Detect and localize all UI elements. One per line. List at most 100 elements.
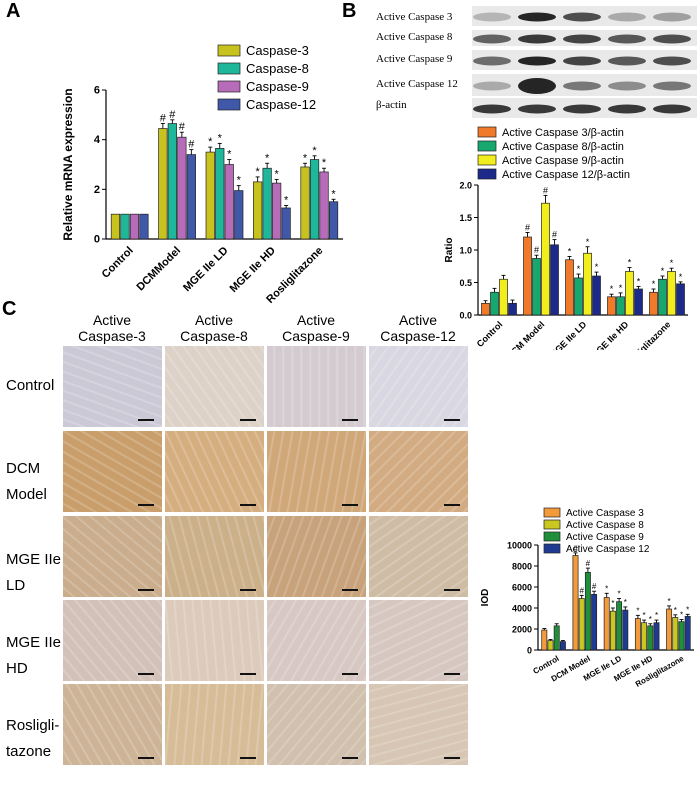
significance-mark: * [611, 599, 614, 608]
bar [541, 202, 550, 316]
panel-label-b: B [342, 0, 357, 22]
ihc-micrograph [63, 516, 162, 597]
bar [177, 136, 187, 240]
significance-mark: * [636, 606, 639, 615]
significance-mark: * [643, 611, 646, 620]
bar [634, 618, 641, 651]
significance-mark: * [595, 262, 599, 272]
ihc-micrograph [267, 600, 366, 681]
scale-bar [138, 504, 154, 506]
legend-swatch [217, 98, 241, 111]
blot-band [653, 104, 691, 114]
blot-band [653, 12, 691, 22]
significance-mark: * [649, 615, 652, 624]
x-category-label: DCM Model [505, 319, 547, 350]
significance-mark: # [160, 113, 167, 125]
bar [583, 252, 592, 316]
legend-label: Active Caspase 9 [566, 532, 644, 543]
ihc-row-label: Rosligli-tazone [6, 717, 60, 760]
significance-mark: * [619, 283, 623, 293]
bar [490, 291, 499, 316]
blot-row-label: Active Caspase 8 [376, 31, 453, 43]
ihc-column-label: Active Caspase-3 [78, 312, 146, 344]
scale-bar [138, 419, 154, 421]
ihc-micrograph [165, 600, 264, 681]
bar [592, 275, 601, 316]
significance-mark: * [679, 272, 683, 282]
ihc-row-label: MGE IIe HD [6, 634, 62, 677]
ihc-micrograph [267, 431, 366, 512]
ihc-micrograph [165, 516, 264, 597]
bar [215, 148, 225, 240]
western-blot-image [472, 6, 697, 118]
bar [647, 625, 654, 651]
ihc-micrograph [63, 431, 162, 512]
blot-band [563, 56, 601, 66]
bar [120, 213, 130, 240]
scale-bar [444, 673, 460, 675]
significance-mark: * [670, 258, 674, 268]
significance-mark: * [208, 136, 213, 148]
bar [523, 236, 532, 316]
y-tick-label: 8000 [512, 562, 532, 572]
scale-bar [342, 757, 358, 759]
scale-bar [342, 673, 358, 675]
bar [565, 259, 574, 316]
scale-bar [342, 504, 358, 506]
blot-band [563, 104, 601, 114]
blot-band [518, 104, 556, 114]
legend-swatch [477, 168, 497, 180]
legend-swatch [477, 154, 497, 166]
bar [559, 641, 566, 651]
ihc-column-label: Active Caspase-9 [282, 312, 350, 344]
ihc-micrograph [63, 346, 162, 427]
significance-mark: * [256, 166, 261, 178]
significance-mark: * [637, 276, 641, 286]
scale-bar [138, 589, 154, 591]
bar [653, 622, 660, 651]
bar [547, 640, 554, 651]
bar [649, 291, 658, 316]
bar [300, 166, 310, 240]
scale-bar [342, 419, 358, 421]
significance-mark: # [552, 230, 557, 240]
ihc-micrograph [369, 684, 468, 765]
bar [110, 213, 121, 240]
scale-bar [240, 589, 256, 591]
y-tick-label: 0.5 [459, 278, 472, 288]
blot-row-label: β-actin [376, 99, 407, 111]
scale-bar [240, 504, 256, 506]
bar [609, 610, 616, 651]
significance-mark: * [661, 266, 665, 276]
significance-mark: * [322, 157, 327, 169]
bar [667, 271, 676, 316]
bar [634, 288, 643, 316]
y-tick-label: 2.0 [459, 181, 472, 191]
ihc-micrograph [165, 346, 264, 427]
significance-mark: # [179, 121, 186, 133]
blot-band [473, 104, 511, 114]
significance-mark: # [534, 245, 539, 255]
legend-label: Active Caspase 9/β-actin [502, 155, 624, 167]
y-tick-label: 10000 [507, 541, 532, 551]
legend-swatch [477, 126, 497, 138]
significance-mark: * [568, 247, 572, 257]
ihc-micrograph [369, 600, 468, 681]
significance-mark: * [227, 149, 232, 161]
blot-band [608, 12, 646, 22]
ihc-micrograph [63, 600, 162, 681]
bar [641, 622, 648, 651]
legend-swatch [543, 507, 561, 518]
bar [572, 555, 579, 651]
bar [666, 608, 673, 651]
y-tick-label: 4 [94, 134, 101, 146]
y-axis-label: Relative mRNA expression [61, 88, 75, 240]
y-tick-label: 4000 [512, 604, 532, 614]
significance-mark: * [284, 194, 289, 206]
significance-mark: * [303, 152, 308, 164]
blot-band [473, 12, 511, 22]
blot-band [563, 81, 601, 91]
legend-swatch [217, 44, 241, 57]
bar [553, 625, 560, 651]
bar [272, 182, 282, 240]
